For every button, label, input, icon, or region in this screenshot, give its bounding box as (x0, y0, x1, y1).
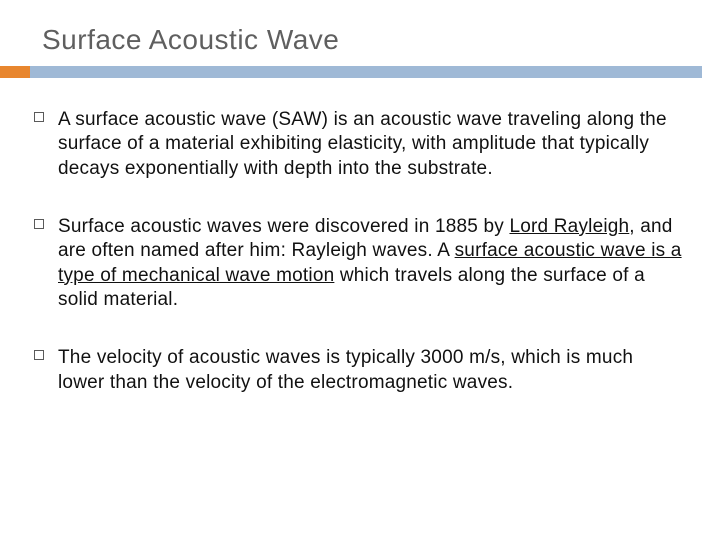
square-bullet-icon (34, 350, 44, 360)
list-item: Surface acoustic waves were discovered i… (58, 215, 682, 312)
bullet-text: Surface acoustic waves were discovered i… (58, 215, 682, 312)
square-bullet-icon (34, 112, 44, 122)
square-bullet-icon (34, 219, 44, 229)
text-run: Surface acoustic waves were discovered i… (58, 216, 509, 237)
underlined-text: Lord Rayleigh (509, 216, 629, 237)
accent-block (0, 66, 30, 78)
bullet-text: A surface acoustic wave (SAW) is an acou… (58, 108, 682, 181)
rule-bar (30, 66, 702, 78)
slide: Surface Acoustic Wave A surface acoustic… (0, 0, 720, 540)
list-item: A surface acoustic wave (SAW) is an acou… (58, 108, 682, 181)
bullet-text: The velocity of acoustic waves is typica… (58, 346, 682, 395)
list-item: The velocity of acoustic waves is typica… (58, 346, 682, 395)
content-area: A surface acoustic wave (SAW) is an acou… (0, 78, 720, 395)
title-rule (0, 66, 720, 78)
slide-title: Surface Acoustic Wave (0, 0, 720, 66)
